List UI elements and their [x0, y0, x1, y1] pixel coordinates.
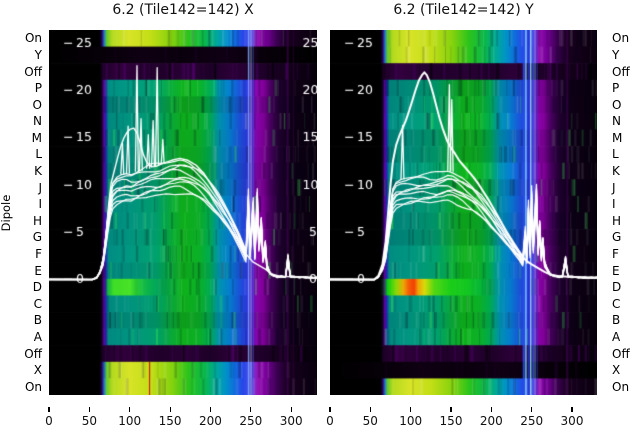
x-tick-label: 50	[81, 414, 98, 428]
x-tick-mark	[88, 407, 90, 412]
dipole-row-label-right: J	[612, 180, 616, 195]
dipole-row-label-right: K	[612, 164, 620, 178]
dipole-row-label-right: D	[612, 280, 622, 295]
plot-title-y: 6.2 (Tile142=142) Y	[393, 2, 534, 18]
x-tick-mark	[531, 407, 533, 412]
x-tick-mark	[450, 407, 452, 412]
x-tick-label: 0	[45, 414, 53, 428]
dipole-row-label-left: Y	[34, 47, 42, 62]
dipole-row-label-right: Y	[612, 47, 620, 62]
heatmap-canvas-y	[330, 30, 597, 395]
dipole-row-label-left: L	[35, 147, 42, 162]
dipole-row-label-left: G	[32, 230, 42, 245]
x-tick-label: 250	[520, 414, 544, 428]
x-tick-mark	[48, 407, 50, 412]
dipole-row-label-left: X	[33, 363, 42, 378]
x-tick-mark	[129, 407, 131, 412]
x-tick-mark	[169, 407, 171, 412]
heatmap-canvas-x	[49, 30, 317, 395]
dipole-row-label-right: C	[612, 296, 621, 311]
dipole-row-label-right: B	[612, 313, 621, 328]
x-tick-mark	[329, 407, 331, 412]
x-tick-mark	[410, 407, 412, 412]
dipole-row-label-left: On	[24, 379, 42, 394]
dipole-row-label-right: F	[612, 247, 619, 261]
dipole-row-label-left: P	[34, 81, 42, 96]
dipole-row-label-left: K	[34, 164, 42, 178]
x-tick-label: 100	[399, 414, 423, 428]
dipole-row-label-right: P	[612, 81, 620, 96]
x-tick-mark	[490, 407, 492, 412]
dipole-row-label-right: N	[612, 114, 621, 129]
dipole-row-label-left: F	[35, 247, 42, 261]
dipole-row-label-right: A	[612, 329, 621, 344]
dipole-row-label-left: B	[33, 313, 42, 328]
x-tick-label: 250	[239, 414, 263, 428]
x-tick-label: 200	[198, 414, 222, 428]
dipole-row-label-right: I	[612, 197, 616, 212]
x-tick-label: 50	[362, 414, 378, 428]
dipole-row-label-right: On	[612, 379, 630, 394]
dipole-row-label-right: L	[612, 147, 619, 162]
x-tick-mark	[209, 407, 211, 412]
dipole-row-label-left: N	[33, 114, 42, 129]
plot-title-x: 6.2 (Tile142=142) X	[112, 2, 254, 18]
x-tick-label: 200	[479, 414, 503, 428]
dipole-row-label-left: C	[33, 296, 42, 311]
dipole-row-label-right: Off	[612, 64, 630, 79]
x-tick-label: 300	[560, 414, 584, 428]
dipole-row-label-left: E	[34, 263, 42, 278]
x-tick-label: 150	[439, 414, 463, 428]
dipole-row-label-left: Off	[24, 64, 42, 79]
dipole-row-label-right: Off	[612, 346, 630, 361]
dipole-row-label-right: On	[612, 31, 630, 46]
x-tick-mark	[571, 407, 573, 412]
dipole-row-label-left: A	[33, 329, 42, 344]
dipole-row-label-left: O	[32, 97, 42, 112]
dipole-row-label-right: G	[612, 230, 622, 245]
dipole-row-label-right: X	[612, 363, 621, 378]
dipole-row-label-right: M	[612, 130, 623, 145]
dipole-row-label-left: H	[32, 213, 42, 228]
x-tick-mark	[369, 407, 371, 412]
dipole-row-label-left: J	[38, 180, 42, 195]
x-tick-label: 300	[279, 414, 303, 428]
dipole-row-label-left: Off	[24, 346, 42, 361]
dipole-row-label-right: E	[612, 263, 620, 278]
x-tick-label: 0	[326, 414, 334, 428]
dipole-row-label-right: H	[612, 213, 622, 228]
x-tick-mark	[290, 407, 292, 412]
x-tick-label: 150	[158, 414, 182, 428]
x-tick-mark	[250, 407, 252, 412]
dipole-row-label-right: O	[612, 97, 622, 112]
x-tick-label: 100	[118, 414, 142, 428]
dipole-row-label-left: D	[32, 280, 42, 295]
dipole-row-label-left: On	[24, 31, 42, 46]
dipole-row-label-left: I	[38, 197, 42, 212]
dipole-row-label-left: M	[31, 130, 42, 145]
